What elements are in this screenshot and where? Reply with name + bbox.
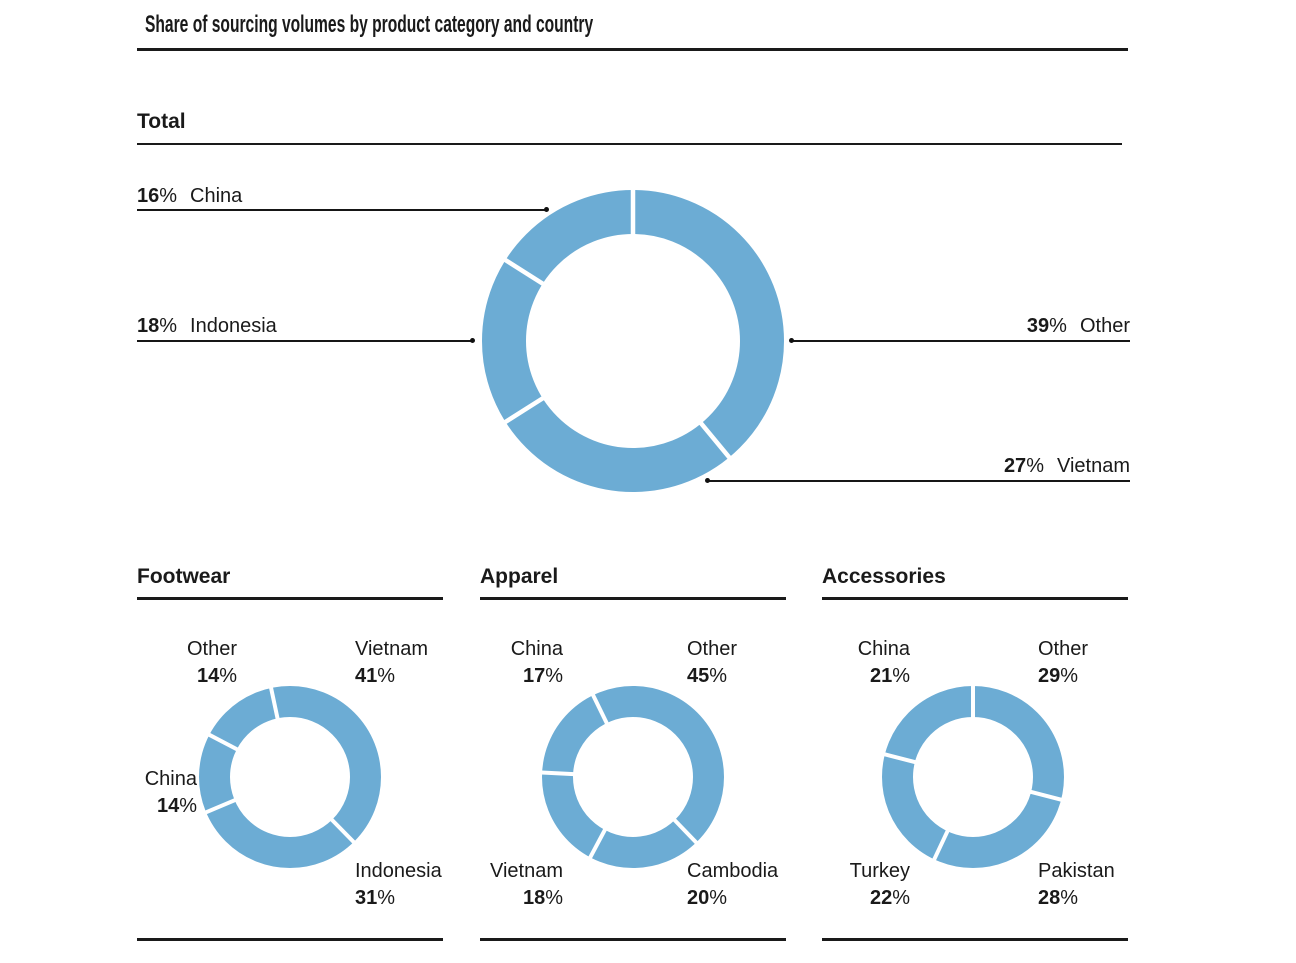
- label-value: 31: [355, 887, 378, 909]
- callout-dot-other: [789, 338, 794, 343]
- accessories-bottom-rule: [822, 938, 1128, 941]
- callout-dot-vietnam: [705, 478, 710, 483]
- label-country: Vietnam: [1056, 455, 1130, 477]
- label-country: Vietnam: [489, 860, 563, 882]
- section-heading-total: Total: [137, 110, 186, 133]
- label-country: Turkey: [849, 860, 910, 882]
- donut-chart-total: [476, 184, 790, 498]
- apparel-rule: [480, 597, 786, 600]
- label-value: 20: [687, 887, 710, 909]
- label-total-other: 39% Other: [1027, 313, 1130, 339]
- donut-chart-accessories: [876, 680, 1070, 874]
- label-footwear-china: China 14%: [145, 766, 197, 820]
- label-value: 14: [156, 795, 180, 817]
- percent-sign: %: [1026, 455, 1044, 477]
- total-rule: [137, 143, 1122, 145]
- accessories-rule: [822, 597, 1128, 600]
- label-country: China: [144, 768, 197, 790]
- label-footwear-vietnam: Vietnam 41%: [355, 636, 428, 690]
- percent-sign: %: [219, 665, 237, 687]
- percent-sign: %: [1060, 887, 1079, 909]
- label-value: 18: [522, 887, 546, 909]
- label-country: Other: [186, 638, 237, 660]
- percent-sign: %: [1049, 315, 1067, 337]
- label-country: Pakistan: [1038, 860, 1115, 882]
- label-country: China: [190, 185, 243, 207]
- percent-sign: %: [179, 795, 197, 817]
- callout-dot-china: [544, 207, 549, 212]
- percent-sign: %: [159, 185, 178, 207]
- label-country: China: [510, 638, 563, 660]
- label-accessories-turkey: Turkey 22%: [850, 858, 910, 912]
- callout-line-indonesia: [137, 340, 473, 342]
- apparel-bottom-rule: [480, 938, 786, 941]
- label-value: 17: [522, 665, 546, 687]
- section-heading-apparel: Apparel: [480, 565, 559, 588]
- callout-line-china: [137, 209, 547, 211]
- label-country: Cambodia: [687, 860, 779, 882]
- percent-sign: %: [377, 665, 396, 687]
- label-value: 28: [1038, 887, 1061, 909]
- label-footwear-indonesia: Indonesia 31%: [355, 858, 442, 912]
- label-country: Vietnam: [355, 638, 429, 660]
- footwear-rule: [137, 597, 443, 600]
- donut-chart-apparel: [536, 680, 730, 874]
- label-total-vietnam: 27% Vietnam: [1004, 453, 1130, 479]
- label-value: 18: [137, 315, 160, 337]
- label-apparel-other: Other 45%: [687, 636, 737, 690]
- section-heading-footwear: Footwear: [137, 565, 231, 588]
- label-footwear-other: Other 14%: [187, 636, 237, 690]
- label-country: Indonesia: [355, 860, 442, 882]
- label-value: 45: [687, 665, 710, 687]
- section-heading-accessories: Accessories: [822, 565, 946, 588]
- chart-title: Share of sourcing volumes by product cat…: [145, 11, 594, 38]
- callout-dot-indonesia: [470, 338, 475, 343]
- percent-sign: %: [545, 665, 563, 687]
- label-apparel-vietnam: Vietnam 18%: [490, 858, 563, 912]
- label-country: China: [857, 638, 910, 660]
- label-apparel-china: China 17%: [511, 636, 563, 690]
- label-value: 39: [1026, 315, 1050, 337]
- label-value: 29: [1038, 665, 1061, 687]
- percent-sign: %: [892, 665, 910, 687]
- label-value: 14: [196, 665, 220, 687]
- label-value: 16: [137, 185, 160, 207]
- label-total-indonesia: 18% Indonesia: [137, 313, 277, 339]
- footwear-bottom-rule: [137, 938, 443, 941]
- label-accessories-china: China 21%: [858, 636, 910, 690]
- label-country: Other: [687, 638, 738, 660]
- title-rule: [137, 48, 1128, 51]
- label-accessories-pakistan: Pakistan 28%: [1038, 858, 1115, 912]
- percent-sign: %: [159, 315, 178, 337]
- label-value: 22: [869, 887, 893, 909]
- percent-sign: %: [892, 887, 910, 909]
- callout-line-vietnam: [708, 480, 1130, 482]
- donut-chart-footwear: [193, 680, 387, 874]
- label-value: 27: [1003, 455, 1027, 477]
- label-value: 41: [355, 665, 378, 687]
- percent-sign: %: [545, 887, 563, 909]
- percent-sign: %: [1060, 665, 1079, 687]
- label-country: Other: [1038, 638, 1089, 660]
- label-accessories-other: Other 29%: [1038, 636, 1088, 690]
- percent-sign: %: [377, 887, 396, 909]
- label-country: Other: [1079, 315, 1130, 337]
- label-total-china: 16% China: [137, 183, 242, 209]
- label-value: 21: [869, 665, 893, 687]
- label-apparel-cambodia: Cambodia 20%: [687, 858, 778, 912]
- callout-line-other: [792, 340, 1130, 342]
- label-country: Indonesia: [190, 315, 277, 337]
- percent-sign: %: [709, 887, 728, 909]
- percent-sign: %: [709, 665, 728, 687]
